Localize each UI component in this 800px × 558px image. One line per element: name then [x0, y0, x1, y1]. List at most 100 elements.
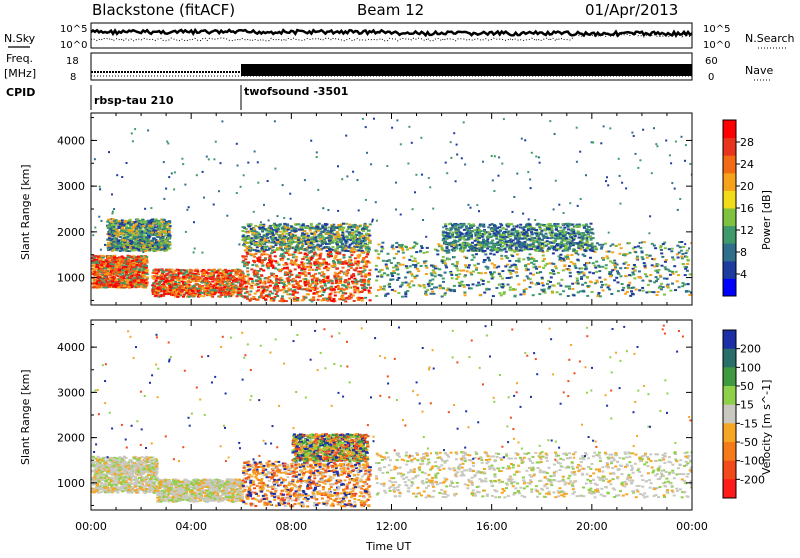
- echo-cell: [168, 221, 171, 223]
- echo-cell: [319, 248, 322, 250]
- echo-cell: [299, 280, 302, 282]
- echo-cell: [350, 267, 353, 269]
- echo-cell: [270, 297, 273, 299]
- echo-cell: [158, 223, 161, 225]
- echo-cell: [356, 229, 359, 231]
- echo-cell: [645, 291, 648, 293]
- echo-cell: [350, 276, 353, 278]
- echo-cell: [257, 286, 260, 288]
- echo-cell: [412, 247, 415, 249]
- echo-cell: [129, 281, 132, 283]
- echo-cell: [163, 290, 166, 292]
- echo-cell: [300, 242, 303, 244]
- echo-cell: [302, 224, 305, 226]
- echo-cell: [269, 285, 272, 287]
- echo-cell: [124, 266, 127, 268]
- echo-cell: [96, 262, 99, 264]
- echo-cell: [273, 276, 276, 278]
- echo-cell: [279, 277, 282, 279]
- echo-cell: [182, 296, 185, 298]
- echo-cell: [114, 223, 117, 225]
- echo-cell: [253, 298, 256, 300]
- echo-cell: [586, 295, 589, 297]
- echo-cell: [145, 279, 148, 281]
- echo-cell: [146, 277, 149, 279]
- echo-cell: [132, 247, 135, 249]
- echo-cell: [203, 270, 206, 272]
- echo-cell: [686, 259, 689, 261]
- echo-cell: [301, 268, 304, 270]
- echo-cell: [223, 286, 226, 288]
- echo-cell: [277, 287, 280, 289]
- echo-cell: [170, 274, 173, 276]
- echo-cell: [283, 244, 286, 246]
- echo-cell: [555, 267, 558, 269]
- echo-cell: [274, 284, 277, 286]
- echo-cell: [359, 267, 362, 269]
- echo-cell: [130, 263, 133, 265]
- echo-cell: [642, 290, 645, 292]
- nsky-trace: [91, 30, 692, 36]
- echo-cell: [295, 246, 298, 248]
- echo-cell: [408, 259, 411, 261]
- echo-cell: [353, 291, 356, 293]
- echo-cell: [601, 266, 604, 268]
- echo-cell: [335, 280, 338, 282]
- echo-cell: [271, 232, 274, 234]
- echo-cell: [433, 271, 436, 273]
- echo-cell: [283, 267, 286, 269]
- echo-cell: [211, 281, 214, 283]
- echo-cell: [308, 269, 311, 271]
- echo-cell: [604, 284, 607, 286]
- echo-cell: [339, 276, 342, 278]
- echo-cell: [390, 273, 393, 275]
- echo-cell: [368, 240, 371, 242]
- echo-cell: [642, 258, 645, 260]
- echo-cell: [354, 279, 357, 281]
- echo-cell: [221, 287, 224, 289]
- echo-cell: [134, 266, 137, 268]
- echo-cell: [614, 266, 617, 268]
- echo-cell: [116, 245, 119, 247]
- echo-cell: [157, 236, 160, 238]
- echo-cell: [249, 290, 252, 292]
- echo-cell: [297, 250, 300, 252]
- echo-cell: [552, 252, 555, 254]
- echo-cell: [347, 246, 350, 248]
- echo-cell: [679, 246, 682, 248]
- echo-cell: [197, 280, 200, 282]
- echo-cell: [244, 297, 247, 299]
- echo-cell: [455, 267, 458, 269]
- echo-cell: [315, 269, 318, 271]
- echo-cell: [164, 223, 167, 225]
- echo-cell: [126, 246, 129, 248]
- nave-tick-top: 60: [705, 56, 718, 67]
- echo-cell: [402, 252, 405, 254]
- echo-cell: [405, 246, 408, 248]
- echo-cell: [543, 258, 546, 260]
- echo-cell: [197, 290, 200, 292]
- echo-cell: [267, 280, 270, 282]
- echo-cell: [338, 272, 341, 274]
- echo-cell: [668, 248, 671, 250]
- echo-cell: [128, 271, 131, 273]
- echo-cell: [631, 272, 634, 274]
- echo-cell: [364, 239, 367, 241]
- echo-cell: [138, 235, 141, 237]
- echo-cell: [431, 283, 434, 285]
- echo-cell: [307, 239, 310, 241]
- echo-cell: [243, 265, 246, 267]
- echo-cell: [367, 280, 370, 282]
- echo-cell: [250, 228, 253, 230]
- echo-cell: [335, 281, 338, 283]
- echo-cell: [255, 242, 258, 244]
- echo-cell: [315, 283, 318, 285]
- echo-cell: [98, 281, 101, 283]
- echo-cell: [280, 282, 283, 284]
- echo-cell: [344, 281, 347, 283]
- echo-cell: [500, 255, 503, 257]
- echo-cell: [595, 271, 598, 273]
- echo-cell: [260, 250, 263, 252]
- echo-cell: [136, 264, 139, 266]
- echo-cell: [541, 277, 544, 279]
